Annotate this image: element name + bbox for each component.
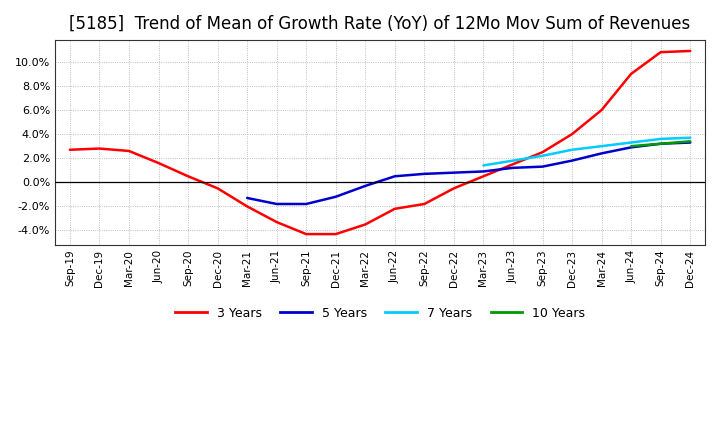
Line: 7 Years: 7 Years [483, 138, 690, 165]
Line: 5 Years: 5 Years [247, 143, 690, 204]
7 Years [686, 135, 695, 140]
7 Years [539, 153, 547, 158]
3 Years [568, 132, 577, 137]
3 Years [184, 174, 192, 179]
5 Years [627, 145, 636, 150]
3 Years [479, 174, 487, 179]
5 Years [686, 140, 695, 145]
Line: 10 Years: 10 Years [631, 141, 690, 146]
7 Years [508, 158, 517, 163]
3 Years [302, 231, 310, 237]
3 Years [390, 206, 399, 212]
3 Years [657, 50, 665, 55]
3 Years [508, 161, 517, 167]
3 Years [95, 146, 104, 151]
5 Years [243, 195, 251, 201]
3 Years [66, 147, 74, 152]
3 Years [154, 160, 163, 165]
3 Years [331, 231, 340, 237]
5 Years [420, 171, 428, 176]
5 Years [568, 158, 577, 163]
5 Years [331, 194, 340, 199]
3 Years [449, 186, 458, 191]
5 Years [302, 202, 310, 207]
3 Years [361, 222, 369, 227]
10 Years [686, 139, 695, 144]
5 Years [449, 170, 458, 175]
3 Years [272, 220, 281, 225]
5 Years [598, 151, 606, 156]
5 Years [657, 141, 665, 147]
3 Years [420, 202, 428, 207]
7 Years [479, 163, 487, 168]
5 Years [539, 164, 547, 169]
10 Years [627, 143, 636, 149]
7 Years [627, 140, 636, 145]
3 Years [125, 148, 133, 154]
5 Years [390, 174, 399, 179]
5 Years [508, 165, 517, 170]
5 Years [272, 202, 281, 207]
10 Years [657, 141, 665, 147]
3 Years [539, 150, 547, 155]
5 Years [361, 183, 369, 189]
5 Years [479, 169, 487, 174]
7 Years [568, 147, 577, 152]
3 Years [213, 186, 222, 191]
3 Years [686, 48, 695, 54]
3 Years [243, 204, 251, 209]
Title: [5185]  Trend of Mean of Growth Rate (YoY) of 12Mo Mov Sum of Revenues: [5185] Trend of Mean of Growth Rate (YoY… [69, 15, 690, 33]
3 Years [627, 71, 636, 77]
7 Years [657, 136, 665, 142]
3 Years [598, 107, 606, 113]
7 Years [598, 143, 606, 149]
Legend: 3 Years, 5 Years, 7 Years, 10 Years: 3 Years, 5 Years, 7 Years, 10 Years [171, 302, 590, 325]
Line: 3 Years: 3 Years [70, 51, 690, 234]
